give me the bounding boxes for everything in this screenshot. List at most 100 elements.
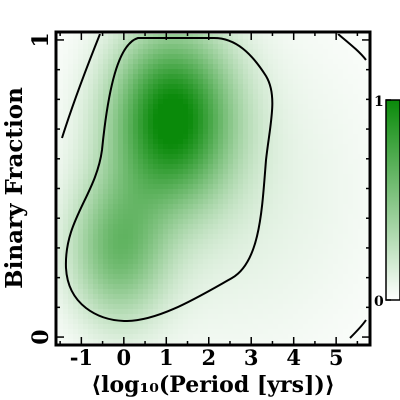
heatmap-cell [348,254,354,260]
heatmap-cell [318,94,324,100]
heatmap-cell [278,104,284,110]
heatmap-cell [198,109,204,115]
heatmap-cell [83,324,89,330]
heatmap-cell [328,179,334,185]
heatmap-cell [268,284,274,290]
heatmap-cell [93,284,99,290]
heatmap-cell [358,319,364,325]
heatmap-cell [353,114,359,120]
heatmap-cell [303,214,309,220]
heatmap-cell [338,144,344,150]
heatmap-cell [178,279,184,285]
heatmap-cell [273,119,279,125]
heatmap-cell [158,189,164,195]
heatmap-cell [298,264,304,270]
heatmap-cell [333,169,339,175]
heatmap-cell [253,49,259,55]
heatmap-cell [328,279,334,285]
heatmap-cell [263,34,269,40]
heatmap-cell [208,34,214,40]
heatmap-cell [113,119,119,125]
heatmap-cell [63,104,69,110]
heatmap-cell [293,154,299,160]
heatmap-cell [288,249,294,255]
heatmap-cell [58,134,64,140]
heatmap-cell [108,144,114,150]
heatmap-cell [343,244,349,250]
heatmap-cell [93,74,99,80]
heatmap-cell [178,34,184,40]
heatmap-cell [138,34,144,40]
heatmap-cell [158,239,164,245]
heatmap-cell [183,269,189,275]
heatmap-cell [108,269,114,275]
heatmap-cell [243,119,249,125]
heatmap-cell [188,324,194,330]
heatmap-cell [193,119,199,125]
density-heatmap [58,34,368,343]
heatmap-cell [263,94,269,100]
heatmap-cell [198,89,204,95]
heatmap-cell [83,279,89,285]
heatmap-cell [128,244,134,250]
heatmap-cell [163,144,169,150]
heatmap-cell [293,149,299,155]
heatmap-cell [128,169,134,175]
heatmap-cell [153,189,159,195]
heatmap-cell [93,109,99,115]
heatmap-cell [163,269,169,275]
heatmap-cell [213,104,219,110]
heatmap-cell [263,294,269,300]
heatmap-cell [278,174,284,180]
heatmap-cell [343,304,349,310]
heatmap-cell [113,329,119,335]
heatmap-cell [233,339,239,343]
heatmap-cell [213,184,219,190]
heatmap-cell [238,109,244,115]
heatmap-cell [103,84,109,90]
heatmap-cell [208,119,214,125]
heatmap-cell [73,239,79,245]
heatmap-cell [138,304,144,310]
heatmap-cell [153,164,159,170]
heatmap-cell [98,309,104,315]
heatmap-cell [353,124,359,130]
heatmap-cell [108,99,114,105]
heatmap-cell [258,44,264,50]
heatmap-cell [343,54,349,60]
heatmap-cell [363,244,368,250]
heatmap-cell [253,189,259,195]
heatmap-cell [348,194,354,200]
heatmap-cell [168,99,174,105]
heatmap-cell [133,134,139,140]
heatmap-cell [218,139,224,145]
heatmap-cell [203,194,209,200]
heatmap-cell [203,294,209,300]
heatmap-cell [113,264,119,270]
heatmap-cell [313,89,319,95]
heatmap-cell [98,324,104,330]
heatmap-cell [308,239,314,245]
heatmap-cell [318,34,324,40]
heatmap-cell [323,119,329,125]
heatmap-cell [63,79,69,85]
heatmap-cell [238,294,244,300]
heatmap-cell [283,204,289,210]
heatmap-cell [148,179,154,185]
heatmap-cell [223,59,229,65]
heatmap-cell [223,54,229,60]
heatmap-cell [143,319,149,325]
heatmap-cell [163,224,169,230]
heatmap-cell [103,194,109,200]
heatmap-cell [253,54,259,60]
heatmap-cell [168,34,174,40]
heatmap-cell [138,159,144,165]
heatmap-cell [93,84,99,90]
heatmap-cell [333,144,339,150]
heatmap-cell [238,329,244,335]
heatmap-cell [213,39,219,45]
heatmap-cell [348,324,354,330]
heatmap-cell [88,119,94,125]
heatmap-cell [88,154,94,160]
heatmap-cell [288,74,294,80]
